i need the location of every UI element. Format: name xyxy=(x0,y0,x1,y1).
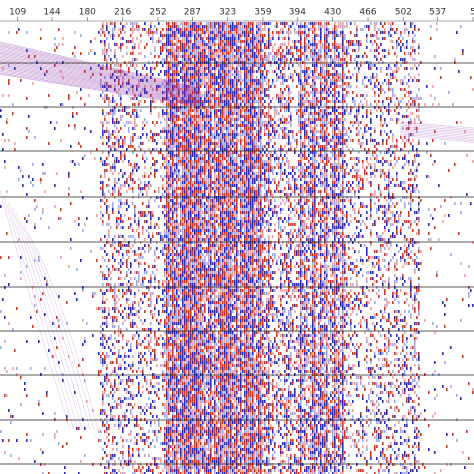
first-arrival xyxy=(0,47,201,92)
first-arrival xyxy=(399,123,474,130)
first-arrival xyxy=(0,65,201,102)
first-arrival xyxy=(0,52,201,95)
first-arrival xyxy=(0,73,201,107)
first-arrival xyxy=(399,129,474,137)
x-tick-label: 502 xyxy=(395,8,412,18)
first-arrival xyxy=(399,126,474,134)
first-arrival xyxy=(0,61,201,100)
first-arrival xyxy=(399,127,474,135)
first-arrival xyxy=(399,121,474,129)
axis-band xyxy=(0,0,474,21)
first-arrival xyxy=(0,66,201,103)
first-arrival xyxy=(0,71,201,106)
time-lines xyxy=(0,62,474,465)
traces xyxy=(0,22,474,474)
first-arrival xyxy=(0,72,201,106)
surface-wave xyxy=(7,201,79,431)
first-arrival xyxy=(0,51,201,94)
surface-wave xyxy=(0,189,71,431)
x-tick-label: 430 xyxy=(324,8,341,18)
x-tick-label: 466 xyxy=(359,8,376,18)
first-arrival xyxy=(0,68,201,104)
surface-wave xyxy=(19,219,91,431)
surface-wave xyxy=(11,207,83,431)
x-tick-label: 537 xyxy=(429,8,446,18)
x-tick-label: 252 xyxy=(149,8,166,18)
first-arrival xyxy=(0,58,201,98)
x-tick-label: 144 xyxy=(43,8,60,18)
first-arrival xyxy=(0,50,201,94)
first-arrival xyxy=(0,57,201,98)
first-arrival xyxy=(0,48,201,93)
first-arrival xyxy=(0,54,201,96)
first-arrival xyxy=(0,62,201,101)
first-arrival xyxy=(399,130,474,138)
surface-wave xyxy=(15,213,87,431)
first-arrival xyxy=(0,43,201,90)
x-tick-label: 180 xyxy=(79,8,96,18)
surface-wave xyxy=(3,195,75,431)
trace-texture xyxy=(0,22,474,474)
x-tick-label: 323 xyxy=(219,8,236,18)
trace-texture xyxy=(0,22,470,474)
surface-wave xyxy=(27,231,99,431)
first-arrival xyxy=(0,45,201,91)
x-tick-label: 216 xyxy=(114,8,131,18)
x-tick-label: 109 xyxy=(9,8,26,18)
first-arrival xyxy=(399,133,474,142)
first-arrival xyxy=(399,132,474,140)
x-tick-label: 5 xyxy=(470,8,474,18)
surface-wave xyxy=(23,225,95,431)
first-arrival xyxy=(0,64,201,102)
first-arrival xyxy=(399,124,474,132)
x-tick-label: 359 xyxy=(254,8,271,18)
x-tick-label: 394 xyxy=(289,8,306,18)
first-arrival xyxy=(0,69,201,105)
first-arrival xyxy=(399,135,474,143)
top-axis: 109 144 180 216 252 287 323 359 394 430 466 502 537 5 xyxy=(0,0,474,22)
first-arrival xyxy=(0,59,201,99)
first-arrival xyxy=(0,44,201,90)
x-tick-label: 287 xyxy=(184,8,201,18)
first-arrival xyxy=(0,41,201,89)
trace-texture xyxy=(0,22,474,474)
